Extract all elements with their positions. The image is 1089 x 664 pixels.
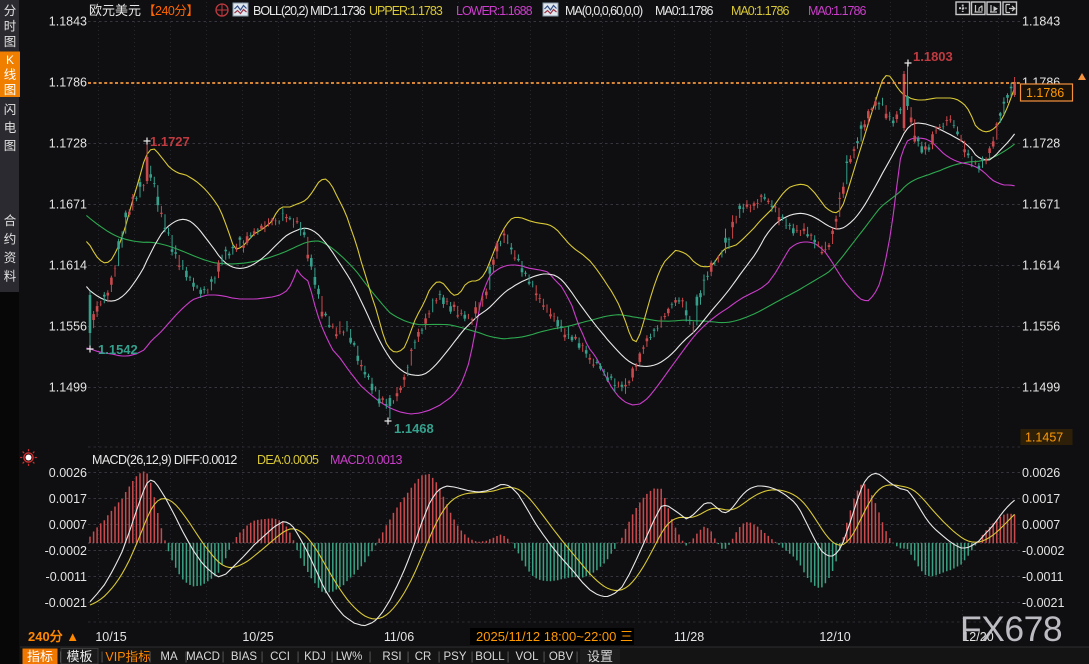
svg-text:1.1728: 1.1728 — [1022, 137, 1060, 151]
svg-text:CR: CR — [415, 651, 432, 663]
svg-text:|: | — [437, 649, 440, 663]
svg-text:|: | — [184, 649, 187, 663]
svg-text:RSI: RSI — [382, 651, 401, 663]
svg-text:MACD:0.0013: MACD:0.0013 — [330, 453, 403, 467]
svg-text:|: | — [148, 649, 151, 663]
svg-text:1.1614: 1.1614 — [49, 259, 87, 273]
svg-text:电: 电 — [4, 121, 17, 135]
svg-text:合: 合 — [4, 213, 17, 228]
svg-text:1.1614: 1.1614 — [1022, 259, 1060, 273]
svg-text:10/15: 10/15 — [95, 630, 126, 644]
svg-text:0.0007: 0.0007 — [49, 518, 87, 532]
svg-text:0.0026: 0.0026 — [1022, 466, 1060, 480]
svg-text:12/20: 12/20 — [962, 630, 993, 644]
svg-text:DEA:0.0005: DEA:0.0005 — [257, 453, 319, 467]
svg-text:KDJ: KDJ — [304, 651, 326, 663]
svg-text:-0.0002: -0.0002 — [1022, 544, 1064, 558]
svg-text:1.1671: 1.1671 — [1022, 198, 1060, 212]
svg-text:0.0017: 0.0017 — [1022, 492, 1060, 506]
svg-text:0.0017: 0.0017 — [49, 492, 87, 506]
svg-text:时: 时 — [4, 20, 17, 34]
svg-text:10/25: 10/25 — [242, 630, 273, 644]
svg-text:线: 线 — [4, 68, 17, 82]
svg-text:BOLL: BOLL — [475, 651, 505, 663]
svg-text:VIP指标: VIP指标 — [105, 649, 150, 664]
svg-text:|: | — [542, 649, 545, 663]
svg-text:|: | — [406, 649, 409, 663]
svg-text:0.0026: 0.0026 — [49, 466, 87, 480]
svg-text:240分 ▲: 240分 ▲ — [28, 629, 79, 644]
svg-text:【240分】: 【240分】 — [143, 4, 198, 18]
svg-text:|: | — [368, 649, 371, 663]
svg-text:|: | — [100, 649, 103, 663]
svg-text:1.1542: 1.1542 — [98, 342, 138, 357]
svg-text:LOWER:1.1688: LOWER:1.1688 — [456, 4, 533, 18]
svg-text:1.1499: 1.1499 — [49, 381, 87, 395]
svg-text:1.1728: 1.1728 — [49, 137, 87, 151]
svg-text:1.1468: 1.1468 — [394, 421, 434, 436]
svg-text:1.1786: 1.1786 — [49, 76, 87, 90]
svg-text:图: 图 — [4, 35, 17, 49]
svg-text:-0.0011: -0.0011 — [46, 570, 88, 584]
svg-text:UPPER:1.1783: UPPER:1.1783 — [369, 4, 443, 18]
svg-text:|: | — [506, 649, 509, 663]
svg-text:MA: MA — [160, 651, 178, 663]
svg-text:料: 料 — [4, 270, 17, 284]
svg-text:闪: 闪 — [4, 103, 17, 117]
svg-text:MA(0,0,0,60,0,0): MA(0,0,0,60,0,0) — [565, 4, 643, 18]
svg-text:|: | — [221, 649, 224, 663]
svg-text:|: | — [296, 649, 299, 663]
svg-text:-0.0021: -0.0021 — [45, 596, 87, 610]
svg-text:MA0:1.1786: MA0:1.1786 — [731, 4, 789, 18]
svg-text:OBV: OBV — [549, 651, 574, 663]
svg-text:MA0:1.1786: MA0:1.1786 — [808, 4, 866, 18]
svg-text:1.1727: 1.1727 — [150, 134, 190, 149]
svg-text:-0.0002: -0.0002 — [45, 544, 87, 558]
svg-text:1.1843: 1.1843 — [1022, 15, 1060, 29]
svg-text:11/06: 11/06 — [384, 630, 414, 644]
svg-text:MACD(26,12,9) DIFF:0.0012: MACD(26,12,9) DIFF:0.0012 — [92, 453, 237, 467]
svg-text:0.0007: 0.0007 — [1022, 518, 1060, 532]
svg-text:CCI: CCI — [270, 651, 290, 663]
svg-text:1.1803: 1.1803 — [913, 49, 953, 64]
svg-text:约: 约 — [4, 232, 17, 247]
svg-text:|: | — [330, 649, 333, 663]
svg-text:VOL: VOL — [515, 651, 539, 663]
svg-text:设置: 设置 — [587, 649, 613, 664]
svg-text:MACD: MACD — [186, 651, 220, 663]
svg-text:FX678: FX678 — [960, 609, 1062, 649]
svg-text:PSY: PSY — [443, 651, 466, 663]
svg-text:1.1786: 1.1786 — [1026, 86, 1064, 100]
svg-text:分: 分 — [4, 4, 17, 18]
svg-text:12/10: 12/10 — [819, 630, 850, 644]
svg-text:欧元美元: 欧元美元 — [89, 3, 141, 18]
svg-text:LW%: LW% — [336, 651, 363, 663]
svg-text:|: | — [59, 649, 62, 663]
svg-text:11/28: 11/28 — [674, 630, 704, 644]
svg-text:BOLL(20,2) MID:1.1736: BOLL(20,2) MID:1.1736 — [253, 4, 366, 18]
svg-text:指标: 指标 — [27, 649, 53, 664]
svg-text:|: | — [575, 649, 578, 663]
svg-text:1.1843: 1.1843 — [49, 15, 87, 29]
svg-text:MA0:1.1786: MA0:1.1786 — [655, 4, 713, 18]
svg-text:-0.0011: -0.0011 — [1022, 570, 1064, 584]
svg-text:1.1499: 1.1499 — [1022, 381, 1060, 395]
svg-text:模板: 模板 — [66, 649, 92, 664]
svg-text:-0.0021: -0.0021 — [1022, 596, 1064, 610]
svg-text:1.1671: 1.1671 — [49, 198, 87, 212]
svg-text:2025/11/12 18:00~22:00 三: 2025/11/12 18:00~22:00 三 — [476, 629, 633, 644]
svg-text:1.1457: 1.1457 — [1025, 431, 1063, 445]
svg-text:BIAS: BIAS — [231, 651, 258, 663]
svg-text:图: 图 — [4, 83, 17, 97]
svg-text:资: 资 — [4, 251, 17, 265]
svg-text:|: | — [260, 649, 263, 663]
svg-text:K: K — [6, 53, 14, 67]
svg-text:图: 图 — [4, 139, 17, 153]
svg-text:1.1556: 1.1556 — [49, 320, 87, 334]
svg-text:1.1556: 1.1556 — [1022, 320, 1060, 334]
svg-text:|: | — [470, 649, 473, 663]
